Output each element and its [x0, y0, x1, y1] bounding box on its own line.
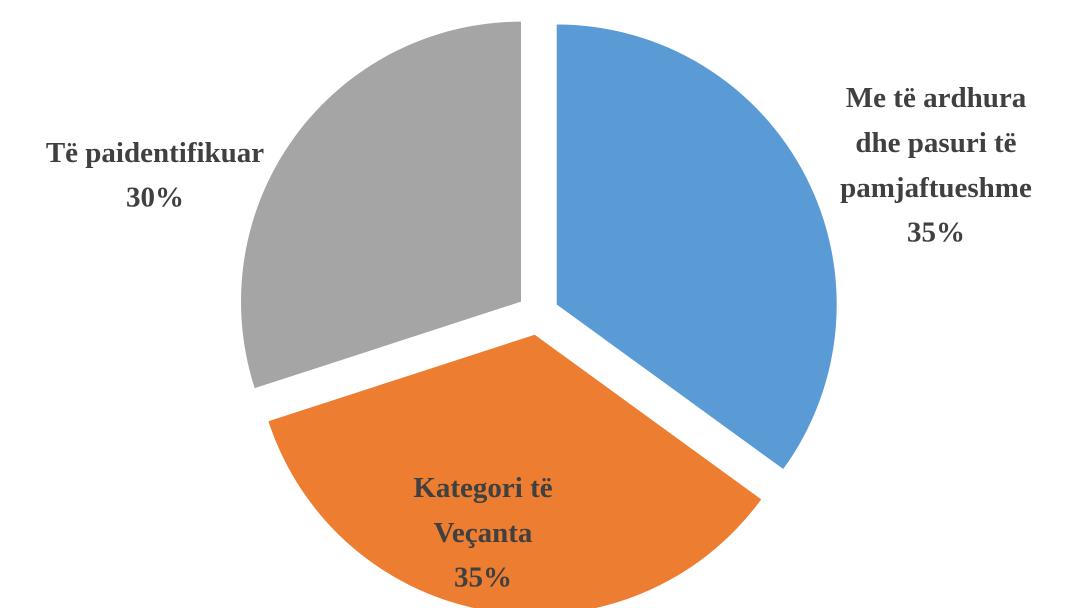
slice-value-label: 35%	[454, 562, 512, 594]
pie-slice	[556, 24, 837, 470]
pie-slice	[268, 334, 762, 608]
pie-slice	[241, 21, 522, 389]
slice-label: Të paidentifikuar	[46, 137, 264, 169]
slice-label: Kategori të Veçanta	[413, 472, 552, 549]
slice-value-label: 35%	[907, 217, 965, 249]
slice-label: Me të ardhura dhe pasuri të pamjaftueshme	[840, 82, 1032, 204]
slice-value-label: 30%	[126, 182, 184, 214]
